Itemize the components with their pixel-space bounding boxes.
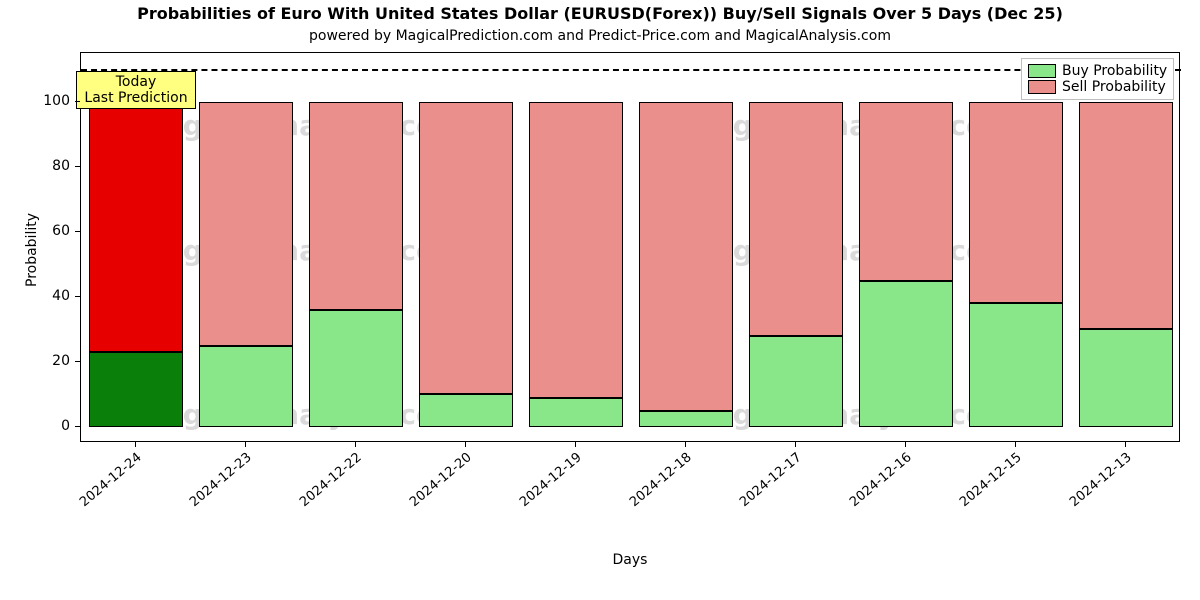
legend-label: Sell Probability <box>1062 79 1166 95</box>
xtick-mark <box>135 442 136 447</box>
ytick-mark <box>75 296 80 297</box>
legend: Buy ProbabilitySell Probability <box>1021 58 1174 100</box>
xtick-mark <box>575 442 576 447</box>
xtick-label: 2024-12-22 <box>297 450 365 510</box>
today-annotation-line2: Last Prediction <box>83 90 189 106</box>
xtick-label: 2024-12-15 <box>957 450 1025 510</box>
xtick-label: 2024-12-16 <box>847 450 915 510</box>
xtick-label: 2024-12-23 <box>187 450 255 510</box>
xtick-label: 2024-12-19 <box>517 450 585 510</box>
ytick-mark <box>75 361 80 362</box>
legend-item: Sell Probability <box>1028 79 1167 95</box>
xtick-mark <box>905 442 906 447</box>
xtick-label: 2024-12-18 <box>627 450 695 510</box>
legend-label: Buy Probability <box>1062 63 1167 79</box>
xtick-mark <box>685 442 686 447</box>
xtick-mark <box>1125 442 1126 447</box>
xtick-mark <box>1015 442 1016 447</box>
xtick-label: 2024-12-13 <box>1067 450 1135 510</box>
ytick-mark <box>75 166 80 167</box>
ytick-label: 20 <box>0 353 70 369</box>
xtick-mark <box>465 442 466 447</box>
ytick-mark <box>75 231 80 232</box>
page-subtitle: powered by MagicalPrediction.com and Pre… <box>0 28 1200 44</box>
y-axis-label: Probability <box>24 213 40 287</box>
ytick-label: 100 <box>0 93 70 109</box>
legend-item: Buy Probability <box>1028 63 1167 79</box>
today-annotation: TodayLast Prediction <box>76 71 196 109</box>
ytick-label: 0 <box>0 418 70 434</box>
legend-swatch <box>1028 80 1056 94</box>
x-axis-label: Days <box>80 552 1180 568</box>
xtick-label: 2024-12-17 <box>737 450 805 510</box>
ytick-label: 80 <box>0 158 70 174</box>
ytick-mark <box>75 101 80 102</box>
xtick-label: 2024-12-20 <box>407 450 475 510</box>
ytick-label: 40 <box>0 288 70 304</box>
overlay-layer: TodayLast Prediction <box>81 53 1179 441</box>
legend-swatch <box>1028 64 1056 78</box>
ytick-mark <box>75 426 80 427</box>
xtick-mark <box>355 442 356 447</box>
dashed-threshold-line <box>81 69 1181 71</box>
xtick-mark <box>245 442 246 447</box>
today-annotation-line1: Today <box>83 74 189 90</box>
xtick-mark <box>795 442 796 447</box>
page-title: Probabilities of Euro With United States… <box>0 4 1200 23</box>
xtick-label: 2024-12-24 <box>77 450 145 510</box>
chart-plot-area: MagicalAnalysis.comMagicalAnalysis.comMa… <box>80 52 1180 442</box>
